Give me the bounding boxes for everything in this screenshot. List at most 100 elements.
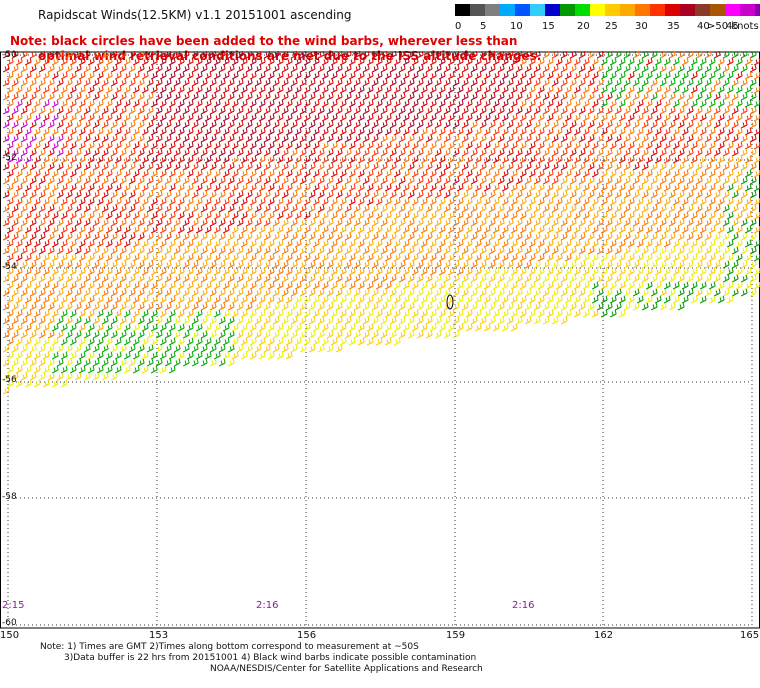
wind-barb xyxy=(33,309,41,318)
wind-barb xyxy=(51,351,59,360)
wind-barb xyxy=(573,183,581,192)
wind-barb xyxy=(555,183,563,192)
wind-barb xyxy=(726,169,734,178)
wind-barb xyxy=(609,295,617,304)
wind-barb xyxy=(186,141,194,150)
wind-barb xyxy=(155,176,163,185)
wind-barb xyxy=(533,302,541,311)
wind-barb xyxy=(78,351,86,360)
wind-barb xyxy=(447,127,455,136)
wind-barb xyxy=(569,288,577,297)
wind-barb xyxy=(33,295,41,304)
wind-barb xyxy=(564,113,572,122)
legend-swatch xyxy=(635,4,650,16)
wind-barb xyxy=(2,92,10,101)
wind-barb xyxy=(344,204,352,213)
wind-barb xyxy=(209,232,217,241)
wind-barb xyxy=(159,267,167,276)
wind-barb xyxy=(371,162,379,171)
wind-barb xyxy=(551,288,559,297)
wind-barb xyxy=(627,99,635,108)
wind-barb xyxy=(389,260,397,269)
wind-barb xyxy=(182,148,190,157)
wind-barb xyxy=(186,351,194,360)
wind-barb xyxy=(560,106,568,115)
wind-barb xyxy=(299,176,307,185)
wind-barb xyxy=(609,281,617,290)
wind-barb xyxy=(641,190,649,199)
wind-barb xyxy=(227,204,235,213)
wind-barb xyxy=(114,239,122,248)
wind-barb xyxy=(191,358,199,367)
wind-barb xyxy=(456,99,464,108)
wind-barb xyxy=(141,127,149,136)
wind-barb xyxy=(281,162,289,171)
wind-barb xyxy=(110,176,118,185)
wind-barb xyxy=(650,148,658,157)
wind-barb xyxy=(677,246,685,255)
wind-barb xyxy=(465,71,473,80)
wind-barb xyxy=(384,239,392,248)
wind-barb xyxy=(645,183,653,192)
wind-barb xyxy=(420,127,428,136)
wind-barb xyxy=(407,274,415,283)
wind-barb xyxy=(749,120,757,129)
wind-barb xyxy=(749,274,757,283)
wind-barb xyxy=(263,274,271,283)
wind-barb xyxy=(191,204,199,213)
wind-barb xyxy=(429,57,437,66)
wind-barb xyxy=(56,106,64,115)
wind-barb xyxy=(600,169,608,178)
wind-barb xyxy=(276,267,284,276)
wind-barb xyxy=(146,358,154,367)
wind-barb xyxy=(105,295,113,304)
wind-barb xyxy=(402,239,410,248)
wind-barb xyxy=(461,316,469,325)
wind-barb xyxy=(240,113,248,122)
wind-barb xyxy=(537,99,545,108)
wind-barb xyxy=(461,232,469,241)
wind-barb xyxy=(632,64,640,73)
wind-barb xyxy=(641,64,649,73)
wind-barb xyxy=(123,113,131,122)
wind-barb xyxy=(231,239,239,248)
wind-barb xyxy=(461,288,469,297)
wind-barb xyxy=(641,218,649,227)
wind-barb xyxy=(123,253,131,262)
wind-barb xyxy=(92,274,100,283)
wind-barb xyxy=(110,330,118,339)
wind-barb xyxy=(272,330,280,339)
wind-barb xyxy=(339,267,347,276)
wind-barb xyxy=(524,92,532,101)
wind-barb xyxy=(159,127,167,136)
wind-barb xyxy=(434,120,442,129)
wind-barb xyxy=(15,169,23,178)
wind-barb xyxy=(560,162,568,171)
wind-barb xyxy=(227,344,235,353)
wind-barb xyxy=(411,85,419,94)
wind-barb xyxy=(141,309,149,318)
wind-barb xyxy=(555,225,563,234)
wind-barb xyxy=(83,246,91,255)
wind-barb xyxy=(267,85,275,94)
wind-barb xyxy=(506,204,514,213)
wind-barb xyxy=(128,120,136,129)
wind-barb xyxy=(447,323,455,332)
wind-barb xyxy=(254,162,262,171)
wind-barb xyxy=(681,225,689,234)
wind-barb xyxy=(276,211,284,220)
wind-barb xyxy=(470,176,478,185)
wind-barb xyxy=(672,281,680,290)
wind-barb xyxy=(146,50,154,59)
wind-barb xyxy=(605,302,613,311)
wind-barb xyxy=(222,267,230,276)
wind-barb xyxy=(74,344,82,353)
wind-barb xyxy=(344,92,352,101)
wind-barb xyxy=(474,253,482,262)
wind-barb xyxy=(555,239,563,248)
wind-barb xyxy=(159,169,167,178)
wind-barb xyxy=(371,148,379,157)
wind-barb xyxy=(222,211,230,220)
wind-barb xyxy=(614,120,622,129)
wind-barb xyxy=(569,120,577,129)
